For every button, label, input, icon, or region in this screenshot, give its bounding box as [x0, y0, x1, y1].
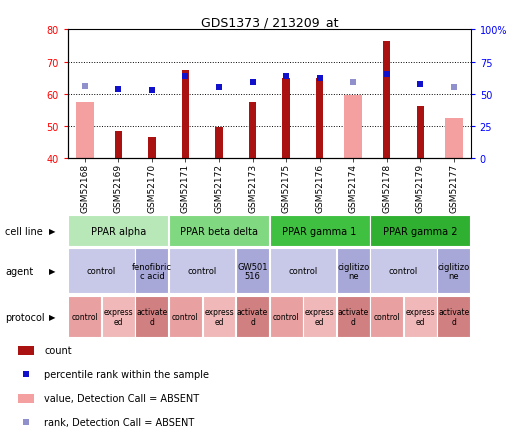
Text: control: control — [188, 267, 217, 276]
Text: agent: agent — [5, 266, 33, 276]
Text: express
ed: express ed — [204, 308, 234, 326]
Bar — [202, 296, 235, 337]
Text: activate
d: activate d — [338, 308, 369, 326]
Bar — [437, 296, 470, 337]
Text: activate
d: activate d — [137, 308, 167, 326]
Text: control: control — [273, 312, 300, 321]
Bar — [169, 249, 235, 294]
Title: GDS1373 / 213209_at: GDS1373 / 213209_at — [201, 16, 338, 29]
Text: PPAR beta delta: PPAR beta delta — [180, 226, 258, 236]
Bar — [303, 296, 336, 337]
Text: control: control — [373, 312, 400, 321]
Bar — [437, 249, 470, 294]
Text: express
ed: express ed — [405, 308, 435, 326]
Bar — [344, 96, 362, 158]
Text: PPAR alpha: PPAR alpha — [90, 226, 146, 236]
Text: PPAR gamma 2: PPAR gamma 2 — [383, 226, 458, 236]
Text: activate
d: activate d — [237, 308, 268, 326]
Text: GW501
516: GW501 516 — [237, 262, 268, 280]
Bar — [75, 102, 94, 158]
Text: value, Detection Call = ABSENT: value, Detection Call = ABSENT — [44, 393, 200, 403]
Bar — [370, 296, 403, 337]
Bar — [169, 216, 269, 247]
Bar — [270, 216, 370, 247]
Bar — [337, 249, 370, 294]
Bar — [135, 249, 168, 294]
Text: control: control — [172, 312, 199, 321]
Text: ciglitizo
ne: ciglitizo ne — [438, 262, 470, 280]
Bar — [18, 346, 34, 355]
Bar — [182, 70, 189, 158]
Bar — [215, 128, 223, 158]
Text: control: control — [72, 312, 98, 321]
Bar — [417, 107, 424, 158]
Text: PPAR gamma 1: PPAR gamma 1 — [282, 226, 357, 236]
Bar — [282, 79, 290, 158]
Text: fenofibric
c acid: fenofibric c acid — [132, 262, 172, 280]
Bar — [69, 216, 168, 247]
Text: ciglitizo
ne: ciglitizo ne — [337, 262, 369, 280]
Text: activate
d: activate d — [438, 308, 470, 326]
Bar — [236, 249, 269, 294]
Bar — [270, 249, 336, 294]
Bar — [148, 138, 155, 158]
Bar — [18, 394, 34, 403]
Text: express
ed: express ed — [104, 308, 133, 326]
Bar — [69, 296, 101, 337]
Bar — [270, 296, 303, 337]
Text: rank, Detection Call = ABSENT: rank, Detection Call = ABSENT — [44, 417, 195, 427]
Text: count: count — [44, 345, 72, 355]
Text: percentile rank within the sample: percentile rank within the sample — [44, 369, 209, 379]
Bar — [370, 216, 470, 247]
Bar — [236, 296, 269, 337]
Bar — [445, 118, 463, 158]
Bar — [249, 102, 256, 158]
Bar — [115, 131, 122, 158]
Text: express
ed: express ed — [305, 308, 335, 326]
Text: ▶: ▶ — [49, 312, 55, 321]
Bar — [316, 79, 323, 158]
Bar — [337, 296, 370, 337]
Text: cell line: cell line — [5, 226, 43, 236]
Text: ▶: ▶ — [49, 267, 55, 276]
Bar — [370, 249, 437, 294]
Bar — [135, 296, 168, 337]
Bar — [383, 42, 391, 158]
Text: ▶: ▶ — [49, 227, 55, 236]
Text: control: control — [87, 267, 116, 276]
Text: control: control — [389, 267, 418, 276]
Text: control: control — [288, 267, 317, 276]
Bar — [169, 296, 202, 337]
Bar — [102, 296, 135, 337]
Bar — [404, 296, 437, 337]
Bar — [69, 249, 135, 294]
Text: protocol: protocol — [5, 312, 45, 322]
